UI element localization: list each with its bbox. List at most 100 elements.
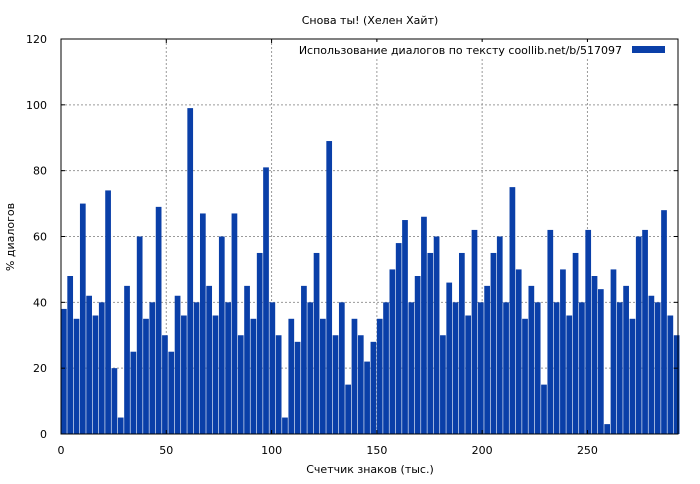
bar [237, 335, 244, 434]
bar [218, 236, 225, 434]
y-tick-label: 100 [26, 99, 47, 112]
bar [256, 252, 263, 434]
bar [67, 276, 74, 434]
bar [458, 252, 465, 434]
x-tick-label: 150 [366, 444, 387, 457]
bar [503, 302, 509, 434]
bar [117, 417, 124, 434]
bar [509, 187, 516, 434]
bar [376, 318, 383, 434]
y-tick-label: 40 [33, 296, 47, 309]
bar [465, 315, 472, 434]
bar [541, 384, 547, 434]
legend: Использование диалогов по тексту coollib… [299, 42, 672, 58]
bar [616, 302, 623, 434]
bar [597, 289, 604, 434]
bar [199, 213, 206, 434]
bar-series [61, 108, 680, 434]
y-tick-label: 120 [26, 33, 47, 46]
bar [155, 206, 162, 434]
bar [484, 285, 490, 434]
bar [212, 315, 219, 434]
bar [250, 318, 257, 434]
bar [136, 236, 143, 434]
bar [307, 302, 314, 434]
bar [648, 295, 655, 434]
bar [629, 318, 636, 434]
bar [61, 308, 67, 434]
bar [572, 252, 579, 434]
bar [667, 315, 674, 434]
bar [206, 285, 213, 434]
bar [244, 285, 250, 434]
bar [187, 108, 194, 434]
bar [111, 368, 118, 434]
bar [332, 335, 339, 434]
bar [414, 276, 421, 434]
bar [313, 252, 320, 434]
bar [547, 229, 554, 434]
bar [522, 318, 528, 434]
bar [275, 335, 282, 434]
bar [364, 361, 370, 434]
x-tick-label: 200 [472, 444, 493, 457]
bar [496, 236, 503, 434]
bar [98, 302, 105, 434]
x-tick-label: 100 [261, 444, 282, 457]
bar [560, 269, 566, 434]
bar [320, 318, 326, 434]
bar [408, 302, 415, 434]
bar [231, 213, 238, 434]
legend-bg [306, 42, 672, 58]
bar [395, 243, 402, 434]
bar [181, 315, 187, 434]
legend-label: Использование диалогов по тексту coollib… [299, 44, 622, 57]
bar [579, 302, 585, 434]
bar [124, 285, 130, 434]
bar [642, 229, 648, 434]
bar [452, 302, 459, 434]
bar [143, 318, 149, 434]
bar [162, 335, 168, 434]
bar [528, 285, 535, 434]
bar [427, 252, 434, 434]
bar [534, 302, 541, 434]
bar [357, 335, 364, 434]
x-axis-label: Счетчик знаков (тыс.) [306, 463, 434, 476]
bar [440, 335, 446, 434]
axis-ticks: 0 20 40 60 80 100 120 0 50 100 150 200 250 [26, 33, 678, 457]
bar [370, 341, 377, 434]
bar [566, 315, 573, 434]
bar [168, 351, 175, 434]
bar [477, 302, 484, 434]
bar [86, 295, 92, 434]
bar [661, 210, 667, 434]
bar [402, 220, 408, 434]
y-tick-label: 0 [40, 428, 47, 441]
x-tick-label: 50 [159, 444, 173, 457]
x-tick-label: 250 [577, 444, 598, 457]
bar [269, 302, 276, 434]
bar [149, 302, 156, 434]
bar [433, 236, 440, 434]
y-axis-label: % диалогов [4, 203, 17, 271]
bar [389, 269, 396, 434]
bar [105, 190, 111, 434]
bar [338, 302, 345, 434]
bar [673, 335, 680, 434]
bar [421, 216, 427, 434]
bar [610, 269, 617, 434]
chart-title: Снова ты! (Хелен Хайт) [302, 14, 439, 27]
bar [471, 229, 478, 434]
bar [301, 285, 307, 434]
bar [585, 229, 592, 434]
bar [345, 384, 352, 434]
y-tick-label: 60 [33, 231, 47, 244]
x-tick-label: 0 [58, 444, 65, 457]
y-tick-label: 80 [33, 165, 47, 178]
bar [79, 203, 86, 434]
bar [490, 252, 497, 434]
bar [73, 318, 80, 434]
